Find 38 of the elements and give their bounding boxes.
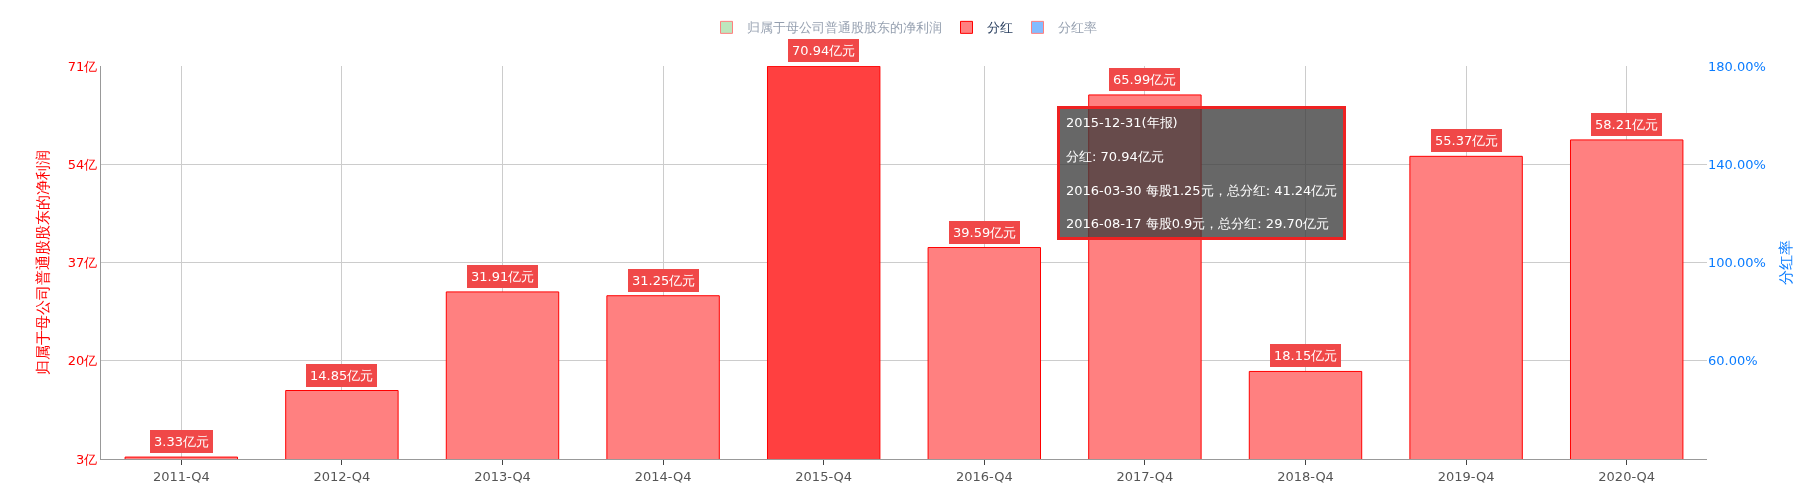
x-tick-label: 2011-Q4 [152,468,210,484]
annotation: 2016-08-17 每股0.9元，总分红: 29.70亿元 [1066,216,1330,232]
y2-axis-title: 分红率 [1776,240,1795,285]
y2-tick-label: 60.00% [1708,353,1758,369]
data-label: 31.91亿元 [471,269,535,284]
data-label: 65.99亿元 [1113,72,1177,87]
y2-tick-label: 140.00% [1708,156,1766,172]
y-tick-label: 3亿 [76,451,98,467]
data-label: 18.15亿元 [1274,348,1338,363]
x-tick-label: 2016-Q4 [955,468,1013,484]
data-label: 70.94亿元 [792,43,856,58]
data-label: 14.85亿元 [310,368,374,383]
y2-tick-label: 100.00% [1708,255,1766,271]
y-tick-label: 37亿 [67,255,98,271]
x-tick-label: 2018-Q4 [1277,468,1334,484]
y-tick-label: 71亿 [67,58,98,74]
legend-label: 归属于母公司普通股股东的净利润 [746,20,942,36]
x-tick-label: 2014-Q4 [634,468,692,484]
x-tick-label: 2015-Q4 [795,468,853,484]
y-axis-title: 归属于母公司普通股股东的净利润 [34,150,53,375]
x-tick-label: 2012-Q4 [313,468,371,484]
y2-tick-label: 180.00% [1708,58,1766,74]
annotation: 2015-12-31(年报) [1066,115,1178,130]
y-tick-label: 54亿 [67,156,98,172]
data-label: 3.33亿元 [154,434,209,449]
x-tick-label: 2019-Q4 [1437,468,1495,484]
data-label: 31.25亿元 [632,273,696,288]
data-label: 39.59亿元 [953,225,1017,240]
y-tick-label: 20亿 [67,353,98,369]
data-label: 58.21亿元 [1595,117,1659,132]
annotation: 分红: 70.94亿元 [1066,148,1164,164]
annotation: 2016-03-30 每股1.25元，总分红: 41.24亿元 [1066,182,1338,198]
data-label: 55.37亿元 [1435,133,1499,148]
x-tick-label: 2017-Q4 [1116,468,1174,484]
x-tick-label: 2020-Q4 [1598,468,1656,484]
x-tick-label: 2013-Q4 [474,468,531,484]
legend-label: 分红 [986,20,1013,36]
legend-label: 分红率 [1057,20,1097,36]
